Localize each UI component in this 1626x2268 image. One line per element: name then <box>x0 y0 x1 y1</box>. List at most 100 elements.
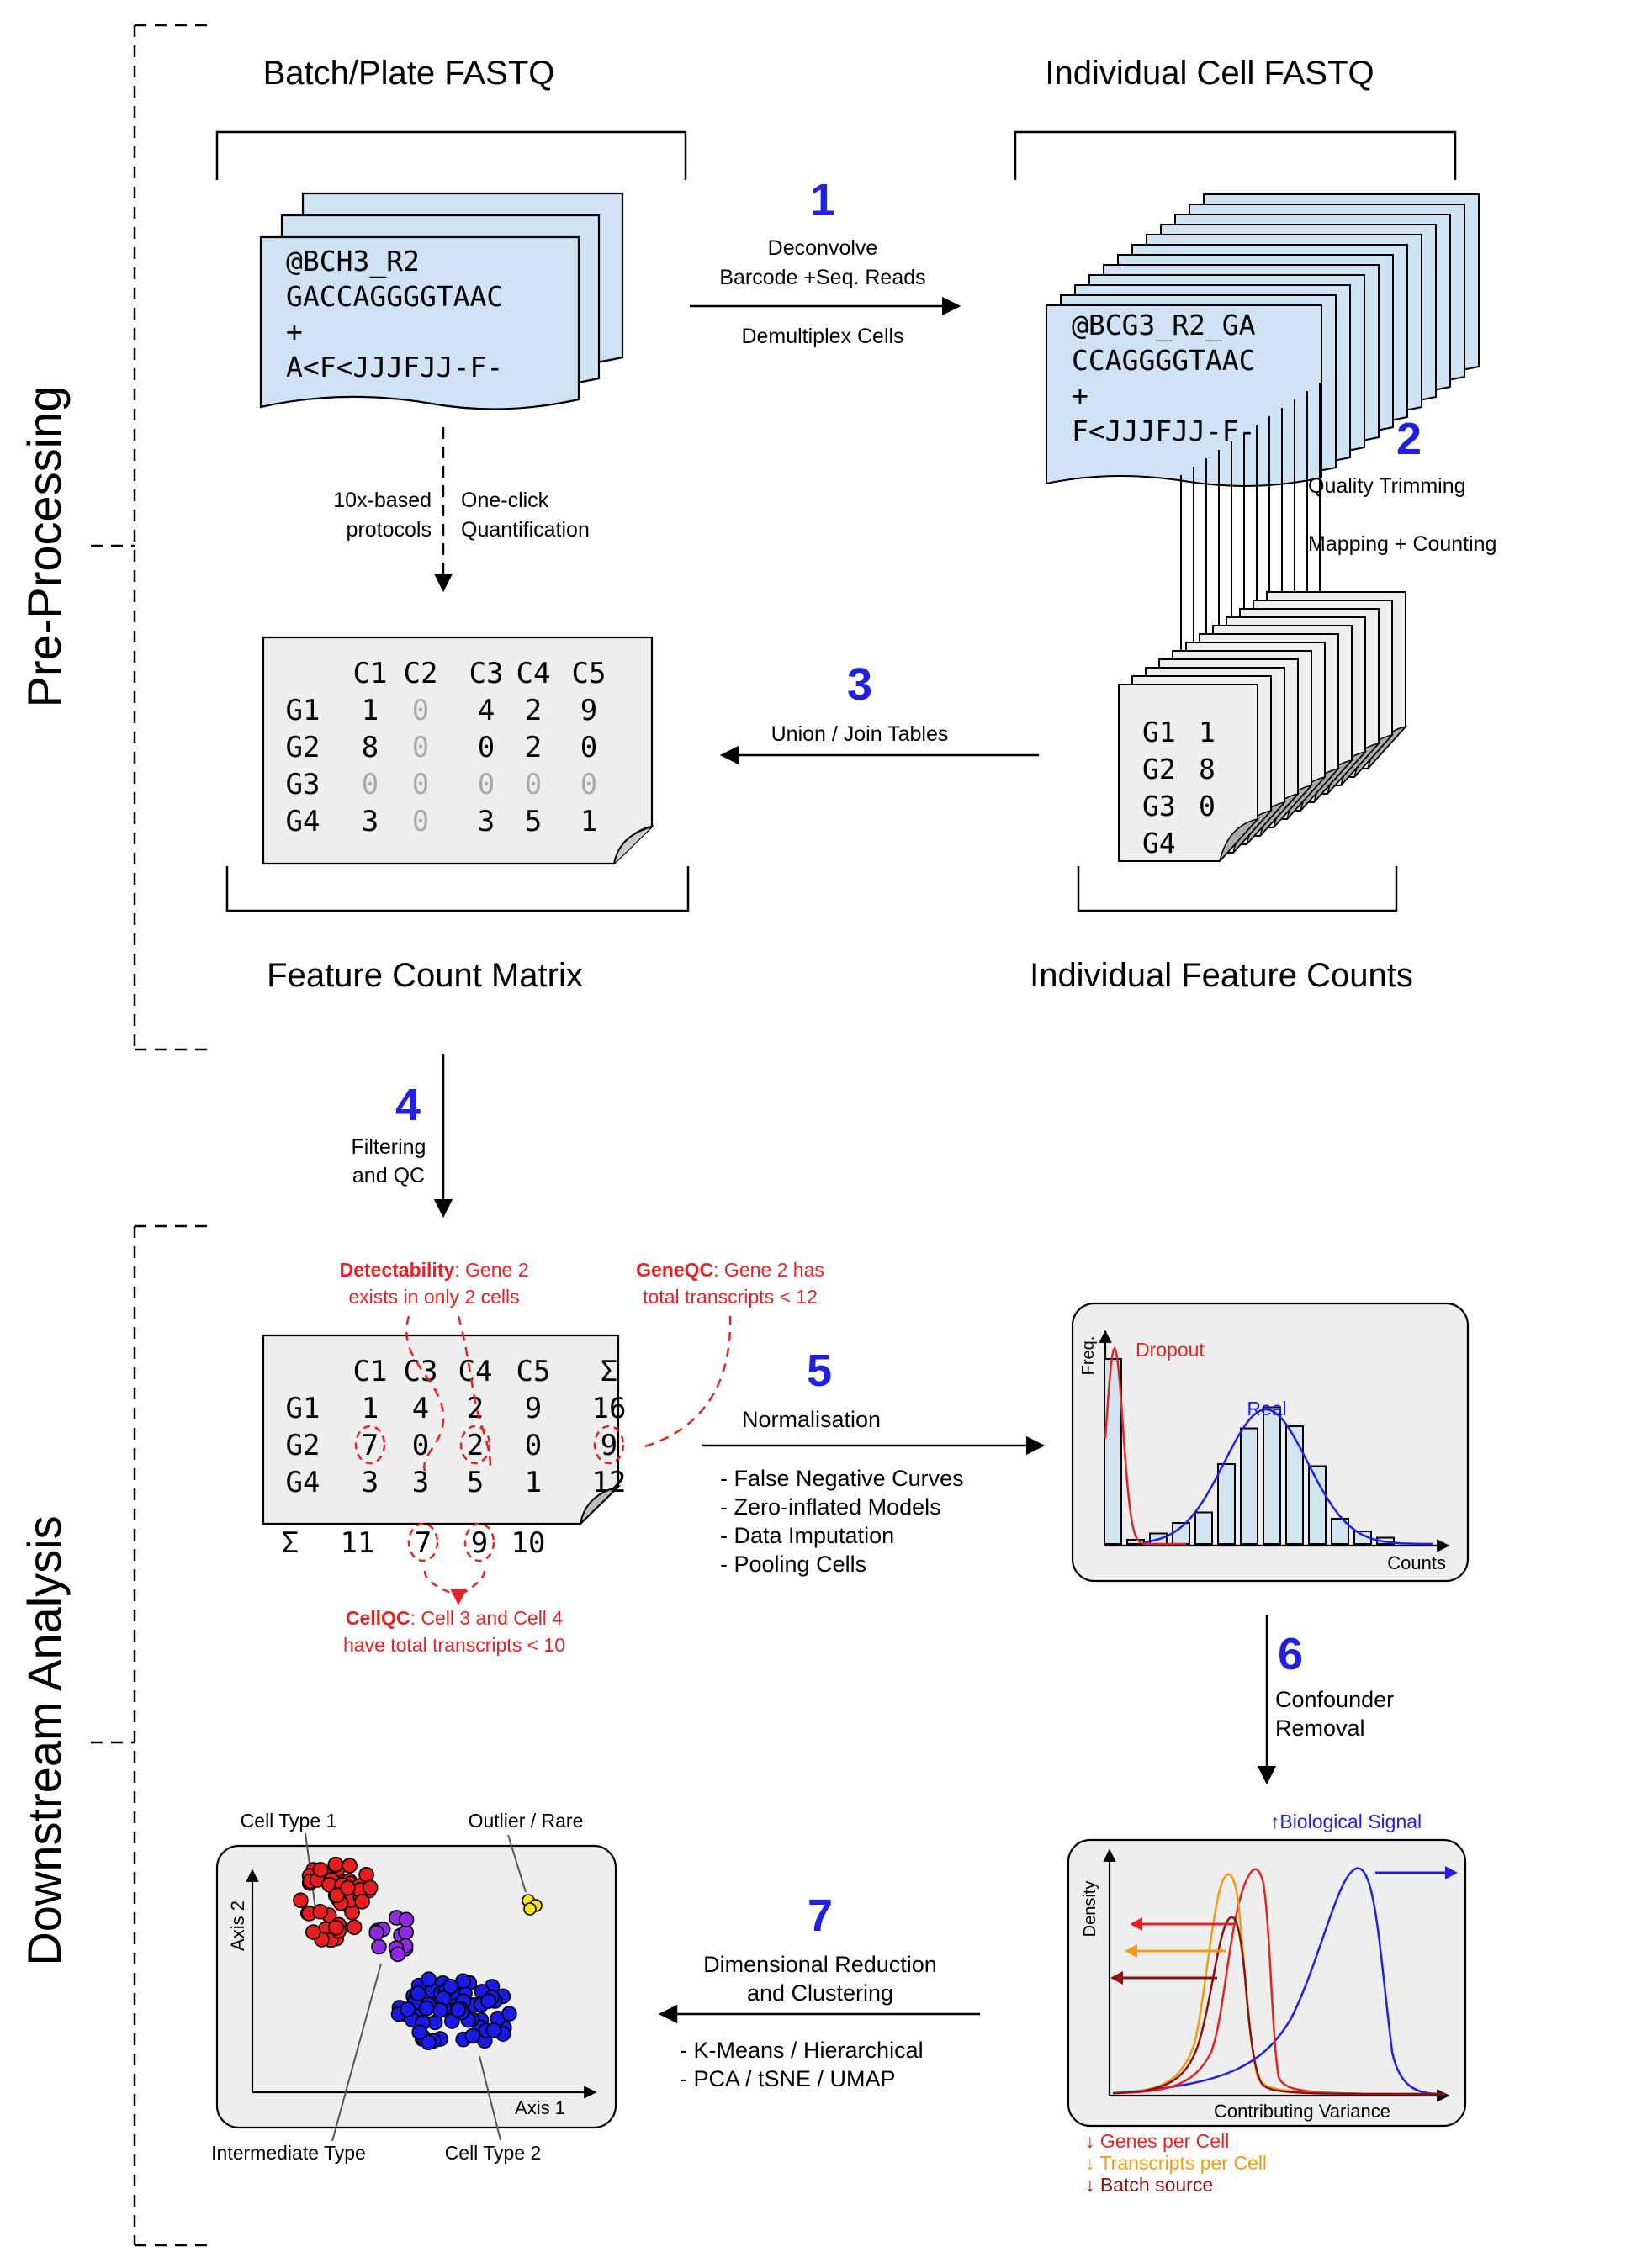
matrix-row-header: G2 <box>286 731 320 764</box>
batch-file-line: GACCAGGGGTAAC <box>286 280 503 313</box>
cell-type-2-point <box>480 1993 496 2009</box>
batch-file-line: A<F<JJJFJJ-F- <box>286 351 503 383</box>
biological-signal-curve <box>1112 1867 1446 2096</box>
qc-column-header: C3 <box>404 1355 438 1388</box>
cell-type-1-point <box>342 1858 358 1874</box>
axis-1-label: Axis 1 <box>515 2097 565 2118</box>
step-5-bullet: - Zero-inflated Models <box>720 1494 941 1520</box>
matrix-row-header: G3 <box>286 768 320 801</box>
matrix-cell: 2 <box>525 694 542 727</box>
qc-sum-cell: 7 <box>415 1526 432 1560</box>
svg-text:Detectability: Gene 2: Detectability: Gene 2 <box>340 1259 529 1281</box>
qc-highlight-circle <box>354 1425 386 1465</box>
page-fold <box>1219 817 1260 862</box>
qc-cellqc-note: CellQC: Cell 3 and Cell 4 have total tra… <box>343 1570 565 1656</box>
qc-cell: 9 <box>601 1429 617 1462</box>
cell-type-1-point <box>328 1919 344 1936</box>
feature-matrix-title: Feature Count Matrix <box>267 957 583 994</box>
outlier-label: Outlier / Rare <box>469 1810 584 1832</box>
batch-source-curve <box>1112 1916 1446 2096</box>
qc-sum-cell: 10 <box>511 1526 546 1560</box>
matrix-cell: 8 <box>362 731 379 764</box>
cell-count-table: G1 1 G2 8 G3 0 G4 <box>1142 716 1216 859</box>
biological-signal-label: ↑Biological Signal <box>1270 1811 1422 1832</box>
step-5-bullet: - Pooling Cells <box>720 1552 866 1577</box>
step-3-number: 3 <box>847 659 872 710</box>
qc-highlight-circle <box>407 1522 439 1562</box>
step-7-number: 7 <box>808 1890 833 1941</box>
cell-count-gene: G4 <box>1142 827 1176 859</box>
step-1-number: 1 <box>810 175 835 225</box>
cell-type-2-point <box>400 2001 416 2017</box>
matrix-row-header: G1 <box>286 694 320 727</box>
matrix-cell: 0 <box>412 731 429 764</box>
genes-per-cell-curve <box>1112 1868 1446 2096</box>
matrix-cell: 1 <box>580 805 597 838</box>
detectability-text: exists in only 2 cells <box>348 1286 519 1308</box>
matrix-column-header: C2 <box>404 657 438 690</box>
cell-file-line: @BCG3_R2_GA <box>1072 309 1256 342</box>
cell-fastq-bracket <box>1014 130 1457 180</box>
real-label: Real <box>1247 1398 1286 1419</box>
histogram-ylabel: Freq. <box>1079 1336 1098 1376</box>
qc-highlight-circle <box>459 1425 491 1465</box>
batch-file-line: + <box>286 315 303 348</box>
batch-fastq-title: Batch/Plate FASTQ <box>263 55 555 92</box>
step-6-label: Removal <box>1275 1716 1365 1741</box>
qc-cell: 2 <box>467 1429 484 1462</box>
downstream-label: Downstream Analysis <box>18 1515 71 1965</box>
cell-count-gene: G3 <box>1142 790 1176 822</box>
qc-geneqc-note: GeneQC: Gene 2 has total transcripts < 1… <box>636 1259 824 1450</box>
legend-transcripts-per-cell: ↓ Transcripts per Cell <box>1085 2152 1267 2174</box>
histogram-bar <box>1217 1463 1236 1545</box>
batch-file-line: @BCH3_R2 <box>286 245 420 278</box>
qc-cell: 4 <box>412 1392 429 1425</box>
batch-fastq-bracket <box>215 130 687 180</box>
qc-column-header: C4 <box>458 1355 493 1388</box>
qc-cell: 1 <box>362 1392 379 1425</box>
qc-cell: 0 <box>525 1429 542 1462</box>
qc-highlight-circle <box>463 1522 495 1562</box>
cell-file-line: CCAGGGGTAAC <box>1072 344 1256 377</box>
qc-sum-cell: Σ <box>282 1526 299 1560</box>
geneqc-text: total transcripts < 12 <box>643 1286 818 1308</box>
step-1-label: Barcode +Seq. Reads <box>719 266 925 289</box>
step-2-label: Mapping + Counting <box>1308 532 1496 556</box>
qc-cell: 3 <box>412 1466 429 1499</box>
cell-fastq-title: Individual Cell FASTQ <box>1045 55 1374 92</box>
step-7-bullet: - K-Means / Hierarchical <box>680 2038 924 2063</box>
matrix-cell: 0 <box>580 768 597 801</box>
cell-type-2-point <box>421 1971 437 1987</box>
svg-text:GeneQC: Gene 2 has: GeneQC: Gene 2 has <box>636 1259 824 1281</box>
dropout-curve <box>1104 1345 1186 1546</box>
qc-row-header: G1 <box>286 1392 320 1425</box>
matrix-cell: 0 <box>525 768 542 801</box>
qc-row-header: G2 <box>286 1429 320 1462</box>
step-1-label: Deconvolve <box>768 236 878 260</box>
matrix-column-header: C5 <box>572 657 606 690</box>
qc-sum-cell: 9 <box>471 1526 488 1560</box>
density-xlabel: Contributing Variance <box>1214 2101 1390 2122</box>
step-2-number: 2 <box>1396 414 1422 464</box>
confounder-density-plot: ↑Biological Signal Density Contributing … <box>1067 1811 1467 2196</box>
cell-type-1-point <box>327 1856 344 1873</box>
cell-type-2-label: Cell Type 2 <box>445 2142 542 2164</box>
matrix-cell: 0 <box>478 731 495 764</box>
matrix-cell: 0 <box>412 694 429 727</box>
histogram-bar <box>1263 1406 1281 1545</box>
step-4-number: 4 <box>395 1080 421 1130</box>
step-4-label: and QC <box>352 1164 425 1187</box>
cell-type-1-point <box>293 1892 309 1909</box>
intermediate-type-point <box>389 1946 406 1963</box>
axis-2-label: Axis 2 <box>227 1901 248 1951</box>
detectability-text: : Gene 2 <box>454 1259 528 1281</box>
outlier-point <box>523 1902 537 1916</box>
cell-type-1-point <box>312 1862 329 1878</box>
downstream-bracket <box>91 1224 210 2247</box>
intermediate-type-point <box>398 1911 415 1928</box>
intermediate-type-point <box>371 1938 387 1955</box>
cell-type-1-point <box>358 1866 374 1883</box>
